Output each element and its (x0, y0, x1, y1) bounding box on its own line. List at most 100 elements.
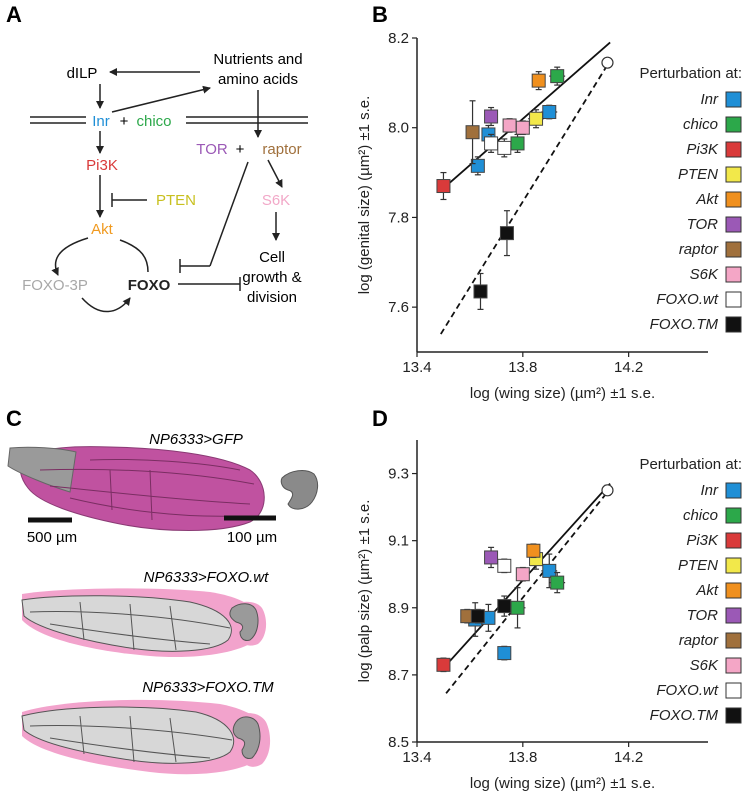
legend-title: Perturbation at: (639, 65, 742, 82)
y-tick-label: 7.8 (388, 209, 409, 226)
y-tick-label: 8.9 (388, 600, 409, 617)
legend-entry-label: raptor (679, 241, 719, 258)
raptor-label: raptor (262, 141, 301, 158)
arrow-akt-to-foxo3p (51, 237, 89, 276)
legend-entry-label: PTEN (678, 557, 718, 574)
legend-swatch (725, 632, 742, 649)
data-point (497, 558, 512, 573)
y-tick-label: 8.5 (388, 734, 409, 751)
x-tick-label: 13.4 (402, 749, 431, 766)
plus-sign: + (236, 141, 245, 158)
genital-image-foxo-wt (229, 601, 267, 646)
legend-swatch (725, 116, 742, 133)
nutrients-label-line2: amino acids (218, 71, 298, 88)
cell-label-line3: division (247, 289, 297, 306)
legend-swatch (725, 682, 742, 699)
data-point (550, 575, 565, 590)
y-axis-label: log (genital size) (µm²) ±1 s.e. (356, 96, 373, 295)
s6k-label: S6K (262, 192, 290, 209)
genital-image-gfp (280, 470, 319, 510)
signalling-diagram: dILP Nutrients and amino acids Inr + chi… (22, 51, 308, 313)
panel-letter-a: A (6, 2, 22, 27)
cell-label-line1: Cell (259, 249, 285, 266)
legend-entry-label: Inr (700, 482, 719, 499)
legend-swatch (725, 316, 742, 333)
akt-label: Akt (91, 221, 114, 238)
x-tick-label: 14.2 (614, 749, 643, 766)
foxo3p-label: FOXO-3P (22, 277, 88, 294)
legend-swatch (725, 166, 742, 183)
legend-entry-label: raptor (679, 632, 719, 649)
data-point (484, 136, 499, 151)
x-tick-label: 14.2 (614, 359, 643, 376)
data-point (497, 140, 512, 155)
data-point (470, 609, 485, 624)
pten-label: PTEN (156, 192, 196, 209)
data-point (510, 600, 525, 615)
data-point (542, 105, 557, 120)
arrow-inr-to-nutrients (111, 85, 211, 113)
tor-label: TOR (196, 141, 228, 158)
wing-image-gfp (7, 446, 265, 531)
legend-entry-label: chico (683, 507, 718, 524)
wing-image-foxo-tm (21, 699, 270, 775)
chart-b: 13.4 13.8 14.2 7.6 7.8 8.0 8.2 log (wing size) … (356, 30, 742, 402)
genotype-label-foxo-wt: NP6333>FOXO.wt (144, 569, 269, 586)
dilp-label: dILP (67, 65, 98, 82)
inr-label: Inr (92, 113, 110, 130)
legend-entry-label: Akt (695, 191, 719, 208)
arrow-foxo3p-to-foxo (81, 297, 131, 313)
legend-entry-label: TOR (687, 607, 719, 624)
data-point (484, 550, 499, 565)
legend-entry-label: Inr (700, 91, 719, 108)
data-point (529, 111, 544, 126)
legend-swatch (725, 191, 742, 208)
nutrients-label-line1: Nutrients and (213, 51, 302, 68)
akt-acts-on-foxo (119, 239, 149, 273)
y-tick-label: 7.6 (388, 299, 409, 316)
x-axis-label: log (wing size) (µm²) ±1 s.e. (470, 385, 655, 402)
y-tick-label: 8.2 (388, 30, 409, 47)
x-tick-label: 13.8 (508, 749, 537, 766)
legend-entry-label: Akt (695, 582, 719, 599)
legend-entry-label: Pi3K (686, 141, 719, 158)
y-tick-label: 8.0 (388, 120, 409, 137)
legend-swatch (725, 657, 742, 674)
data-point (542, 563, 557, 578)
plus-sign: + (120, 113, 129, 130)
panel-letter-c: C (6, 406, 22, 431)
x-axis-label: log (wing size) (µm²) ±1 s.e. (470, 775, 655, 792)
legend-entry-label: S6K (690, 266, 719, 283)
legend-swatch (725, 707, 742, 724)
data-point-circle (601, 56, 614, 69)
legend-swatch (725, 291, 742, 308)
data-point (526, 543, 541, 558)
arrow-raptor-to-s6k (267, 159, 283, 188)
data-point (499, 226, 514, 241)
pi3k-label: Pi3K (86, 157, 118, 174)
legend-swatch (725, 532, 742, 549)
inr-chico-bg (86, 111, 186, 129)
regression-line (440, 41, 611, 192)
data-point (515, 120, 530, 135)
data-point (436, 657, 451, 672)
data-point (497, 599, 512, 614)
panel-letter-d: D (372, 406, 388, 431)
data-point (497, 646, 512, 661)
legend-entry-label: FOXO.wt (656, 291, 719, 308)
legend-entry-label: TOR (687, 216, 719, 233)
foxo-inhibits-tor-line (209, 161, 249, 267)
data-point (484, 109, 499, 124)
y-axis-label: log (palp size) (µm²) ±1 s.e. (356, 500, 373, 683)
y-tick-label: 9.1 (388, 533, 409, 550)
legend-entry-label: FOXO.TM (650, 707, 719, 724)
legend-entry-label: S6K (690, 657, 719, 674)
legend-swatch (725, 266, 742, 283)
data-point (436, 179, 451, 194)
data-point (531, 73, 546, 88)
legend-entry-label: PTEN (678, 166, 718, 183)
legend-swatch (725, 607, 742, 624)
data-point (473, 284, 488, 299)
legend-swatch (725, 557, 742, 574)
data-point (470, 158, 485, 173)
